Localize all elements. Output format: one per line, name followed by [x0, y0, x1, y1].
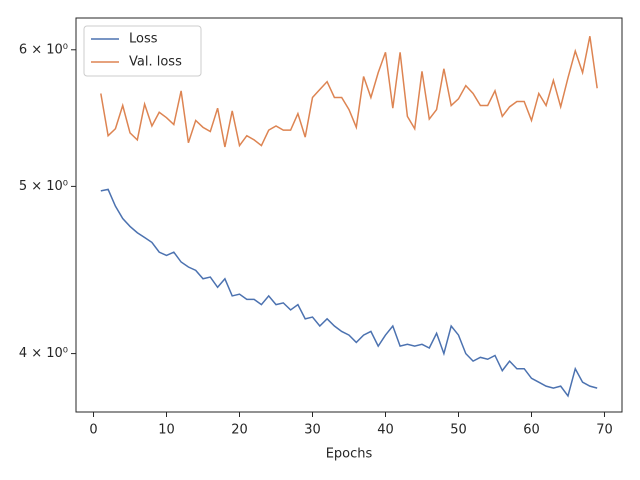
- series-line: [100, 188, 598, 398]
- legend: Loss Val. loss: [83, 25, 202, 77]
- x-tick-label: 0: [89, 423, 97, 438]
- legend-label: Loss: [129, 32, 158, 47]
- x-tick-label: 30: [304, 423, 321, 438]
- x-tick-label: 20: [231, 423, 248, 438]
- y-tick-label: 4 × 10⁰: [19, 346, 68, 361]
- y-tick-label: 6 × 10⁰: [19, 42, 68, 57]
- x-tick-label: 10: [158, 423, 175, 438]
- x-axis-label: Epochs: [326, 447, 373, 462]
- x-tick-label: 40: [377, 423, 394, 438]
- x-tick-label: 70: [596, 423, 613, 438]
- x-tick-label: 50: [450, 423, 467, 438]
- y-tick-label: 5 × 10⁰: [19, 179, 68, 194]
- plot-frame: [75, 17, 623, 413]
- series-line: [100, 36, 598, 148]
- legend-label: Val. loss: [129, 55, 182, 70]
- x-tick-label: 60: [523, 423, 540, 438]
